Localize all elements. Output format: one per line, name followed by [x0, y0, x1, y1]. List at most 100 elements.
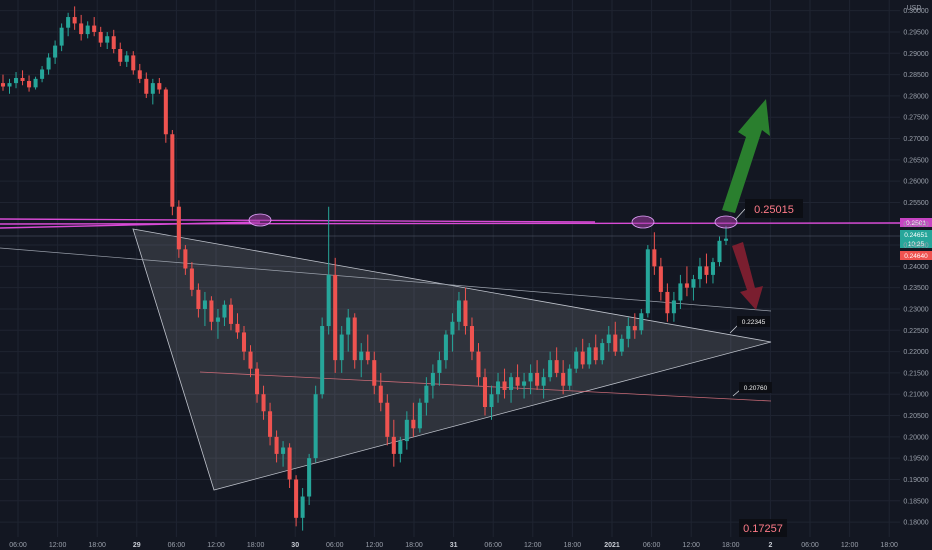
candle[interactable]: [183, 245, 188, 275]
candle[interactable]: [372, 351, 377, 395]
resistance-line-a[interactable]: [0, 218, 596, 223]
candle[interactable]: [72, 6, 77, 30]
candle[interactable]: [124, 51, 129, 67]
resistance-line-b[interactable]: [0, 222, 901, 225]
candle[interactable]: [509, 372, 514, 403]
candle[interactable]: [352, 313, 357, 369]
candle[interactable]: [463, 287, 468, 335]
candle[interactable]: [176, 200, 181, 258]
candle[interactable]: [339, 326, 344, 373]
bullish-arrow[interactable]: [722, 99, 770, 213]
callout-upper-box[interactable]: [737, 316, 770, 327]
candle[interactable]: [7, 78, 12, 94]
candle[interactable]: [450, 313, 455, 352]
candle[interactable]: [294, 475, 299, 527]
candle[interactable]: [411, 402, 416, 437]
candle[interactable]: [92, 17, 97, 37]
candle[interactable]: [33, 76, 38, 90]
candle[interactable]: [476, 343, 481, 386]
candle[interactable]: [606, 326, 611, 352]
candle[interactable]: [105, 31, 110, 50]
candle[interactable]: [111, 29, 116, 54]
touch-marker-3[interactable]: [714, 215, 738, 229]
candle[interactable]: [268, 402, 273, 446]
candle[interactable]: [639, 308, 644, 335]
candle[interactable]: [202, 291, 207, 327]
candle[interactable]: [157, 77, 162, 94]
candle[interactable]: [567, 364, 572, 390]
candle[interactable]: [561, 360, 566, 395]
candle[interactable]: [98, 26, 103, 47]
candle[interactable]: [300, 487, 305, 531]
candle[interactable]: [574, 347, 579, 373]
candle[interactable]: [723, 225, 729, 246]
candle[interactable]: [248, 345, 253, 378]
candle[interactable]: [235, 313, 240, 339]
candle[interactable]: [222, 300, 227, 327]
candle[interactable]: [580, 338, 585, 369]
touch-marker-1[interactable]: [248, 213, 272, 227]
candle[interactable]: [424, 377, 429, 416]
candle[interactable]: [163, 87, 168, 143]
candle[interactable]: [613, 321, 618, 356]
candle[interactable]: [241, 326, 247, 361]
candle[interactable]: [691, 274, 696, 301]
candle[interactable]: [710, 257, 715, 284]
candle[interactable]: [170, 129, 175, 216]
candle[interactable]: [548, 351, 553, 382]
candle[interactable]: [274, 430, 279, 463]
candle[interactable]: [53, 40, 58, 64]
candle[interactable]: [209, 296, 214, 331]
candle[interactable]: [307, 453, 312, 506]
candle[interactable]: [59, 23, 64, 52]
candle[interactable]: [515, 364, 520, 390]
resistance-line-c[interactable]: [0, 221, 261, 229]
candle[interactable]: [14, 72, 19, 89]
candle[interactable]: [496, 372, 501, 403]
candle[interactable]: [678, 274, 683, 309]
candle[interactable]: [593, 334, 598, 365]
candle[interactable]: [66, 12, 71, 37]
candle[interactable]: [717, 236, 722, 267]
candle[interactable]: [378, 372, 383, 412]
candle[interactable]: [469, 317, 474, 361]
candle[interactable]: [261, 385, 266, 420]
candle[interactable]: [313, 385, 318, 463]
candle[interactable]: [535, 360, 540, 390]
candle[interactable]: [404, 411, 409, 450]
bearish-arrow[interactable]: [732, 242, 763, 310]
candle[interactable]: [489, 385, 494, 420]
candle[interactable]: [215, 308, 220, 339]
callout-resistance-box[interactable]: [745, 199, 803, 218]
candle[interactable]: [437, 351, 442, 386]
candle[interactable]: [85, 21, 90, 39]
candle[interactable]: [626, 317, 631, 348]
candle[interactable]: [287, 443, 292, 488]
candle[interactable]: [137, 63, 142, 84]
candle[interactable]: [587, 343, 592, 369]
candle[interactable]: [600, 338, 605, 365]
candle[interactable]: [645, 245, 650, 318]
upper-trendline[interactable]: [0, 247, 772, 312]
candle[interactable]: [255, 362, 260, 403]
candle[interactable]: [118, 42, 123, 67]
candle[interactable]: [632, 313, 637, 339]
candle[interactable]: [131, 51, 136, 75]
candle[interactable]: [541, 368, 546, 399]
candle[interactable]: [554, 347, 559, 378]
candle[interactable]: [697, 257, 702, 288]
candle[interactable]: [46, 53, 51, 75]
candle[interactable]: [417, 398, 422, 433]
candle[interactable]: [40, 66, 45, 83]
candle[interactable]: [320, 317, 325, 399]
candle[interactable]: [398, 436, 403, 463]
candle[interactable]: [150, 78, 155, 105]
candle[interactable]: [430, 364, 435, 399]
candle[interactable]: [704, 253, 709, 284]
candle[interactable]: [27, 75, 32, 92]
candle[interactable]: [189, 262, 194, 297]
candle[interactable]: [443, 330, 448, 369]
candle[interactable]: [665, 283, 670, 322]
